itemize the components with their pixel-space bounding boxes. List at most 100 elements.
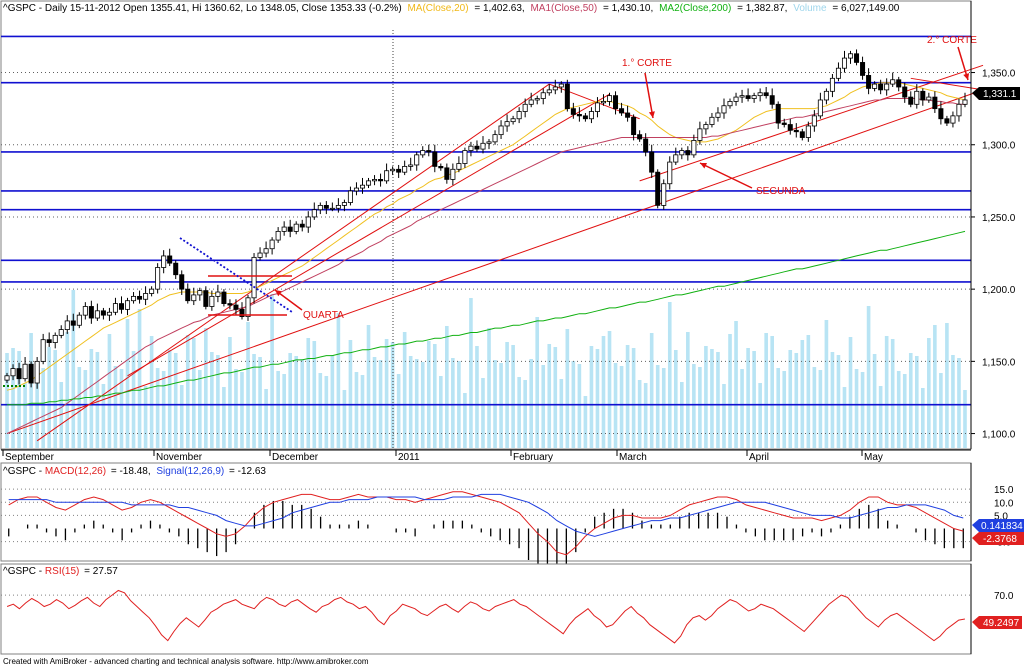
candle-body <box>456 163 462 170</box>
volume-bar <box>487 328 491 448</box>
trendline-steep <box>36 83 550 442</box>
volume-bar <box>426 341 431 448</box>
candle-body <box>613 95 619 110</box>
candle-body <box>498 125 504 136</box>
volume-bar <box>764 333 768 448</box>
candle-body <box>384 170 390 182</box>
candle-body <box>625 112 631 118</box>
rsi-line <box>6 589 965 644</box>
price-header-volume-label: Volume <box>793 3 827 14</box>
candle-body <box>841 57 847 69</box>
volume-bar <box>306 338 311 448</box>
volume-bar <box>173 353 178 448</box>
candle-body <box>106 311 112 316</box>
volume-bar <box>583 396 588 448</box>
candle-body <box>257 252 263 258</box>
candle-body <box>16 368 22 380</box>
candle-body <box>582 115 588 120</box>
candle-body <box>854 53 860 63</box>
candle-body <box>347 190 353 203</box>
volume-bar <box>673 350 678 448</box>
trendline-mid <box>127 93 610 377</box>
candle-body <box>408 164 414 167</box>
candle-body <box>179 274 185 290</box>
volume-bar <box>282 374 286 448</box>
volume-bar <box>402 332 407 448</box>
volume-bar <box>848 337 853 448</box>
volume-bar <box>902 374 907 448</box>
volume-bar <box>619 366 624 448</box>
signal-line <box>8 493 964 537</box>
volume-bar <box>240 372 244 448</box>
candle-body <box>4 375 10 381</box>
price-axis-label: 1,150.0 <box>982 357 1016 368</box>
volume-bar <box>601 336 606 448</box>
candle-body <box>697 128 703 141</box>
volume-bar <box>698 367 702 448</box>
date-label: April <box>749 452 769 463</box>
candle-body <box>82 306 88 316</box>
candle-body <box>661 183 667 206</box>
volume-bar <box>384 339 389 448</box>
price-header-ma200-value: = 1,382.87, <box>737 3 787 14</box>
candle-body <box>733 96 739 102</box>
volume-bar <box>933 325 937 448</box>
macd-last-label: -2.3768 <box>983 534 1017 545</box>
volume-bar <box>234 369 238 448</box>
candle-body <box>528 99 534 105</box>
volume-bar <box>625 345 630 448</box>
candle-body <box>311 209 317 218</box>
candle-body <box>558 83 564 88</box>
candle-body <box>335 204 341 209</box>
dot-marker <box>19 385 21 387</box>
macd-pane[interactable]: ^GSPC - MACD(12,26) = -18.48, Signal(12,… <box>0 462 972 576</box>
ma-line <box>6 82 966 391</box>
volume-bar <box>547 344 552 448</box>
candle-body <box>769 95 775 105</box>
annotation-quarta: QUARTA <box>303 310 344 321</box>
candle-body <box>317 204 323 211</box>
volume-bar <box>475 346 479 448</box>
candle-body <box>540 92 546 99</box>
candle-body <box>721 105 727 114</box>
candle-body <box>10 368 16 377</box>
volume-bar <box>360 375 365 448</box>
volume-bar <box>11 348 15 448</box>
volume-bar <box>137 309 142 448</box>
candle-body <box>787 124 793 131</box>
volume-bar <box>830 352 835 448</box>
volume-bar <box>95 352 100 448</box>
volume-bar <box>246 322 250 448</box>
volume-bar <box>264 389 268 448</box>
price-header-ma20-label: MA(Close,20) <box>407 3 468 14</box>
candle-body <box>534 98 540 101</box>
volume-bar <box>143 386 148 448</box>
candle-body <box>22 363 28 380</box>
volume-bar <box>432 344 437 448</box>
price-header-ma50-value: = 1,430.10, <box>603 3 653 14</box>
volume-bar <box>577 364 582 448</box>
candle-body <box>76 314 82 326</box>
candle-body <box>739 95 745 98</box>
volume-bar <box>354 372 359 448</box>
volume-bar <box>680 382 684 448</box>
candle-body <box>94 310 100 319</box>
ma-line <box>7 230 966 406</box>
rsi-header-label: RSI(15) <box>45 566 79 577</box>
candle-body <box>685 150 691 156</box>
candle-body <box>185 288 191 302</box>
volume-bar <box>776 368 781 448</box>
candle-body <box>492 134 498 143</box>
macd-line <box>8 491 964 556</box>
candle-body <box>631 116 637 136</box>
volume-bar <box>71 290 76 448</box>
candle-body <box>28 363 34 384</box>
price-pane[interactable]: ^GSPC - Daily 15-11-2012 Open 1355.41, H… <box>0 0 984 450</box>
rsi-pane[interactable]: ^GSPC - RSI(15) = 27.57 <box>0 563 972 655</box>
volume-bar <box>806 335 811 448</box>
volume-bar <box>686 332 690 448</box>
volume-bar <box>692 364 696 448</box>
candle-body <box>793 129 799 133</box>
date-label: December <box>272 452 319 463</box>
candlesticks <box>4 49 968 389</box>
